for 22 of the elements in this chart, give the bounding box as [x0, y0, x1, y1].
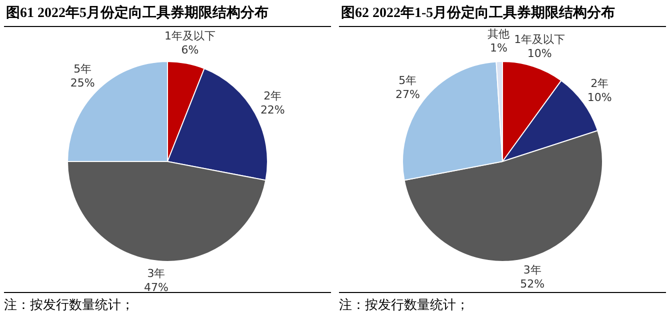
slice-label: 1年及以下 [164, 29, 216, 42]
data-label: 27% [395, 88, 420, 101]
slice-label: 5年 [74, 62, 92, 76]
data-label: 22% [260, 104, 285, 117]
data-label: 6% [181, 43, 199, 56]
slice-label: 2年 [264, 90, 282, 103]
chart-title: 图61 2022年5月份定向工具券期限结构分布 [4, 0, 331, 27]
data-label: 52% [520, 278, 545, 291]
chart-title: 图62 2022年1-5月份定向工具券期限结构分布 [339, 0, 666, 27]
slice-label: 1年及以下 [514, 33, 566, 46]
slice-label: 2年 [590, 76, 609, 90]
data-label: 10% [587, 90, 612, 104]
slice-label: 5年 [398, 74, 417, 87]
data-label: 47% [144, 280, 168, 294]
slice-label: 3年 [147, 266, 166, 280]
text: 注：按发行数量统计； [339, 296, 470, 314]
slice-label: 其他 [488, 27, 510, 40]
data-label: 1% [490, 41, 508, 54]
data-label: 25% [70, 76, 95, 90]
text: 注：按发行数量统计； [4, 296, 135, 314]
slice-label: 3年 [523, 264, 542, 277]
data-label: 10% [527, 47, 552, 60]
